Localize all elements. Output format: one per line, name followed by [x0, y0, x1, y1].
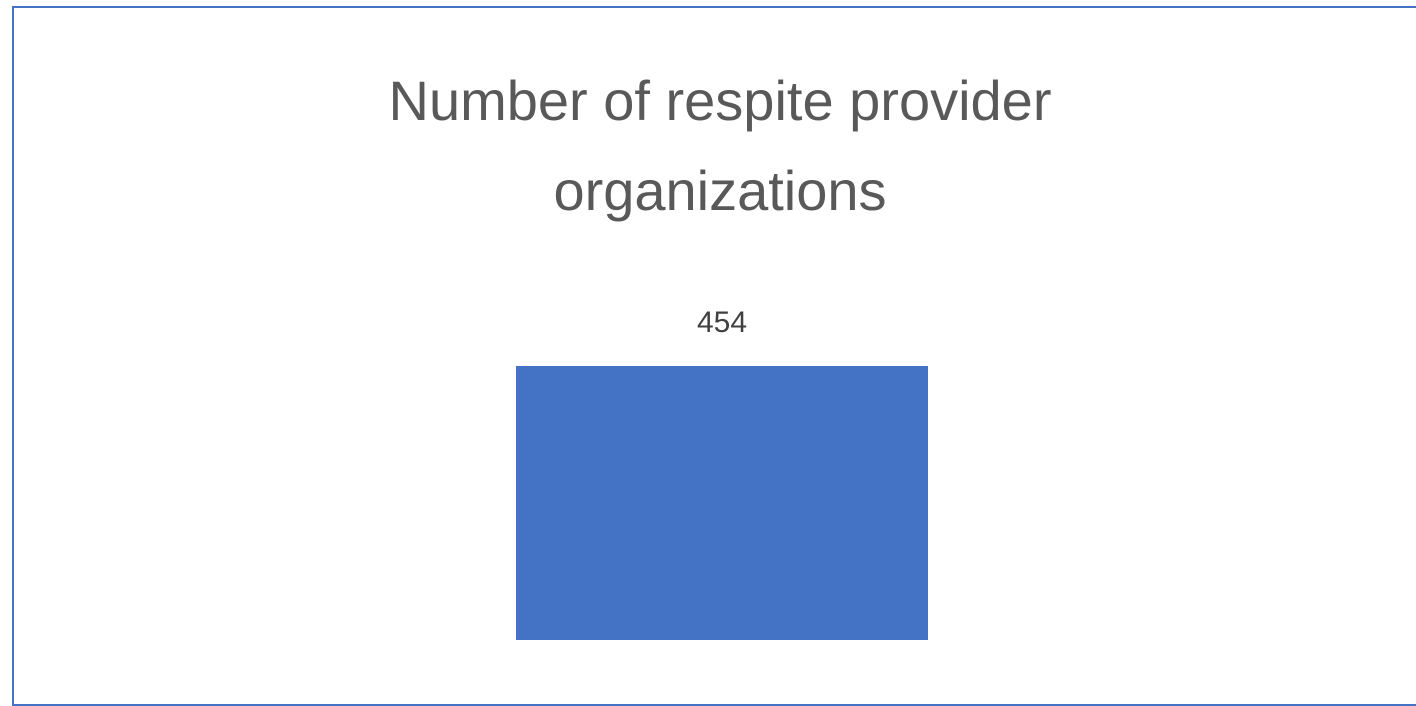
chart-title: Number of respite provider organizations — [388, 69, 1052, 222]
data-label-0: 454 — [697, 306, 747, 339]
bar-0 — [516, 366, 928, 640]
